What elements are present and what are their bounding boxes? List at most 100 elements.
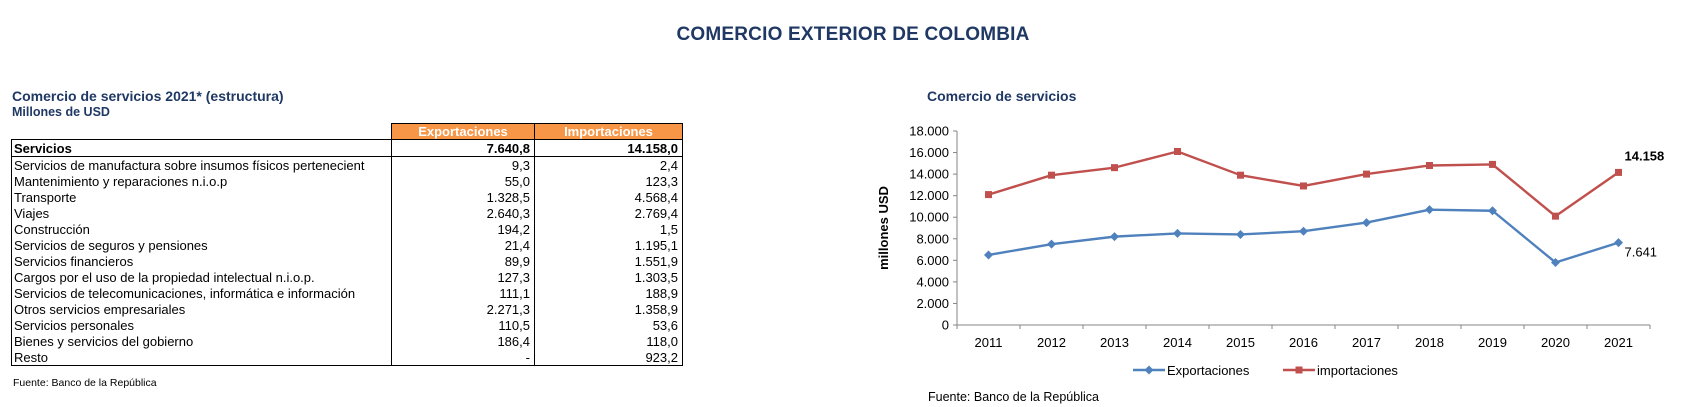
data-point-importaciones xyxy=(1174,147,1181,155)
x-tick-label: 2016 xyxy=(1289,335,1318,350)
table-header-row: Exportaciones Importaciones xyxy=(12,123,683,140)
data-point-exportaciones xyxy=(1488,206,1497,216)
y-tick-label: 14.000 xyxy=(909,167,949,182)
row-label: Servicios de manufactura sobre insumos f… xyxy=(11,156,392,173)
row-label: Transporte xyxy=(11,189,392,205)
data-point-exportaciones xyxy=(1425,205,1434,215)
row-label: Cargos por el uso de la propiedad intele… xyxy=(11,269,392,285)
row-imp-value: 1.195,1 xyxy=(534,237,683,253)
data-point-importaciones xyxy=(985,191,992,199)
row-exp-value: 1.328,5 xyxy=(391,189,535,205)
y-tick-label: 16.000 xyxy=(909,145,949,160)
data-label-exportaciones: 7.641 xyxy=(1625,245,1658,260)
data-point-exportaciones xyxy=(984,250,993,260)
y-tick-label: 6.000 xyxy=(916,253,949,268)
data-point-importaciones xyxy=(1048,171,1055,179)
x-tick-label: 2019 xyxy=(1478,335,1507,350)
row-imp-value: 2.769,4 xyxy=(534,205,683,221)
row-exp-value: 55,0 xyxy=(391,173,535,189)
data-point-importaciones xyxy=(1426,161,1433,169)
x-tick-label: 2015 xyxy=(1226,335,1255,350)
row-label: Servicios xyxy=(11,139,392,157)
row-imp-value: 188,9 xyxy=(534,285,683,301)
y-tick-label: 18.000 xyxy=(909,124,949,139)
table-row: Mantenimiento y reparaciones n.i.o.p 55,0… xyxy=(11,173,683,189)
table-row: Cargos por el uso de la propiedad intele… xyxy=(11,269,683,285)
table-subtitle: Millones de USD xyxy=(12,105,110,119)
row-exp-value: 2.271,3 xyxy=(391,301,535,317)
table-row: Servicios de telecomunicaciones, informá… xyxy=(11,285,683,301)
chart-title: Comercio de servicios xyxy=(927,88,1077,104)
table-row-total: Servicios 7.640,8 14.158,0 xyxy=(11,139,683,157)
data-point-exportaciones xyxy=(1614,238,1623,248)
row-label: Servicios personales xyxy=(11,317,392,333)
data-point-importaciones xyxy=(1111,164,1118,172)
legend-label-exportaciones: Exportaciones xyxy=(1167,363,1250,378)
legend-marker-exportaciones xyxy=(1144,365,1154,375)
y-tick-label: 8.000 xyxy=(916,231,949,246)
row-exp-value: 127,3 xyxy=(391,269,535,285)
legend-marker-importaciones xyxy=(1295,366,1303,374)
y-tick-label: 12.000 xyxy=(909,188,949,203)
row-label: Servicios de telecomunicaciones, informá… xyxy=(11,285,392,301)
table-row: Construcción 194,2 1,5 xyxy=(11,221,683,237)
data-label-importaciones: 14.158 xyxy=(1625,148,1665,163)
row-imp-value: 123,3 xyxy=(534,173,683,189)
legend-label-importaciones: importaciones xyxy=(1317,363,1398,378)
x-tick-label: 2012 xyxy=(1037,335,1066,350)
page-title: COMERCIO EXTERIOR DE COLOMBIA xyxy=(676,24,1030,45)
y-tick-label: 10.000 xyxy=(909,210,949,225)
x-tick-label: 2013 xyxy=(1100,335,1129,350)
row-label: Servicios financieros xyxy=(11,253,392,269)
services-trade-table: Exportaciones Importaciones Servicios 7.… xyxy=(11,123,683,366)
data-point-exportaciones xyxy=(1362,218,1371,228)
data-point-exportaciones xyxy=(1236,229,1245,239)
y-tick-label: 2.000 xyxy=(916,296,949,311)
table-row: Transporte 1.328,5 4.568,4 xyxy=(11,189,683,205)
data-point-exportaciones xyxy=(1173,228,1182,238)
row-imp-value: 14.158,0 xyxy=(534,139,683,157)
row-exp-value: 21,4 xyxy=(391,237,535,253)
table-row: Servicios de manufactura sobre insumos f… xyxy=(11,156,683,173)
table-row: Viajes 2.640,3 2.769,4 xyxy=(11,205,683,221)
row-label: Viajes xyxy=(11,205,392,221)
row-label: Otros servicios empresariales xyxy=(11,301,392,317)
series-line-exportaciones xyxy=(988,208,1619,264)
row-exp-value: 9,3 xyxy=(391,156,535,173)
data-point-importaciones xyxy=(1552,212,1559,220)
row-imp-value: 923,2 xyxy=(534,349,683,366)
row-imp-value: 2,4 xyxy=(534,156,683,173)
x-tick-label: 2017 xyxy=(1352,335,1381,350)
row-imp-value: 53,6 xyxy=(534,317,683,333)
chart-source-note: Fuente: Banco de la República xyxy=(928,390,1099,404)
row-exp-value: 111,1 xyxy=(391,285,535,301)
data-point-importaciones xyxy=(1363,170,1370,178)
row-label: Bienes y servicios del gobierno xyxy=(11,333,392,349)
data-point-exportaciones xyxy=(1110,232,1119,242)
y-tick-label: 4.000 xyxy=(916,274,949,289)
table-source-note: Fuente: Banco de la República xyxy=(13,377,157,389)
row-exp-value: 186,4 xyxy=(391,333,535,349)
table-row: Otros servicios empresariales 2.271,3 1.35… xyxy=(11,301,683,317)
row-label: Mantenimiento y reparaciones n.i.o.p xyxy=(11,173,392,189)
table-row: Resto -923,2 xyxy=(11,349,683,366)
row-exp-value: 110,5 xyxy=(391,317,535,333)
row-exp-value: 194,2 xyxy=(391,221,535,237)
table-title: Comercio de servicios 2021* (estructura) xyxy=(12,88,284,104)
data-point-importaciones xyxy=(1237,171,1244,179)
row-imp-value: 4.568,4 xyxy=(534,189,683,205)
row-label: Resto xyxy=(11,349,392,366)
table-row: Servicios personales 110,5 53,6 xyxy=(11,317,683,333)
row-imp-value: 1.358,9 xyxy=(534,301,683,317)
row-imp-value: 1.303,5 xyxy=(534,269,683,285)
data-point-importaciones xyxy=(1489,160,1496,168)
header-exportaciones: Exportaciones xyxy=(391,123,535,140)
x-tick-label: 2014 xyxy=(1163,335,1192,350)
y-tick-label: 0 xyxy=(942,318,949,333)
row-imp-value: 118,0 xyxy=(534,333,683,349)
data-point-exportaciones xyxy=(1047,239,1056,249)
y-axis-label: millones USD xyxy=(876,186,891,270)
x-tick-label: 2021 xyxy=(1604,335,1633,350)
row-label: Servicios de seguros y pensiones xyxy=(11,237,392,253)
